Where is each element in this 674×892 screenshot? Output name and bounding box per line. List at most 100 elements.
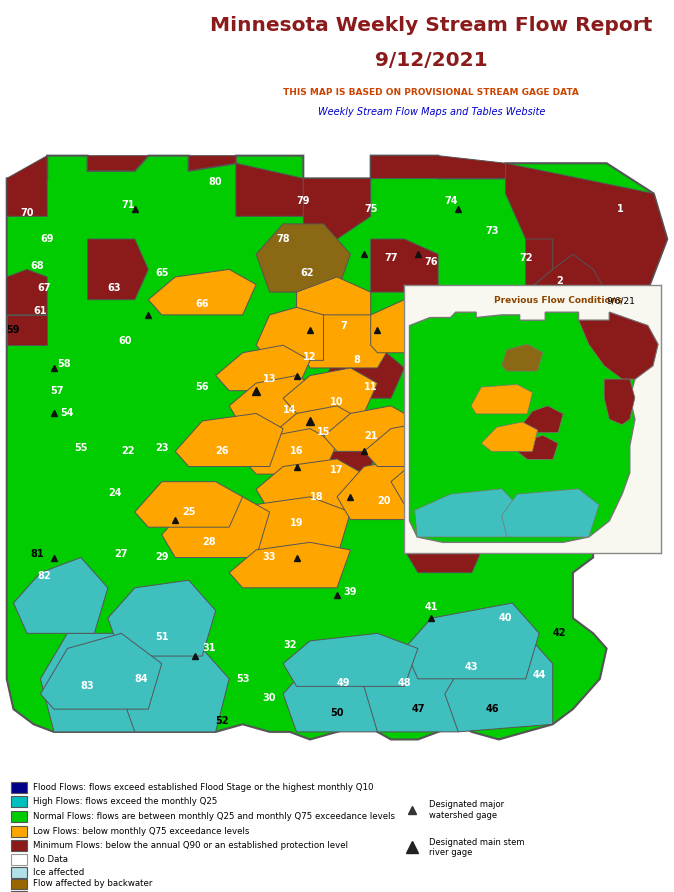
Text: 57: 57	[51, 385, 64, 396]
Text: 49: 49	[337, 678, 350, 688]
Text: Flow affected by backwater: Flow affected by backwater	[33, 880, 152, 888]
Text: 12: 12	[303, 351, 317, 361]
Text: 68: 68	[30, 260, 44, 270]
Polygon shape	[270, 406, 364, 451]
Polygon shape	[236, 163, 303, 216]
Polygon shape	[243, 429, 337, 475]
Text: Weekly Stream Flow Maps and Tables Website: Weekly Stream Flow Maps and Tables Websi…	[317, 107, 545, 117]
Polygon shape	[517, 435, 558, 459]
Text: 35: 35	[465, 375, 479, 384]
Polygon shape	[404, 512, 485, 573]
Bar	[11, 879, 27, 889]
Polygon shape	[13, 558, 108, 633]
Text: 38: 38	[438, 537, 452, 548]
Polygon shape	[7, 269, 47, 315]
Text: 82: 82	[37, 572, 51, 582]
Text: 60: 60	[118, 336, 131, 346]
Text: 15: 15	[317, 427, 330, 437]
Polygon shape	[229, 542, 350, 588]
Polygon shape	[324, 406, 418, 451]
Text: 27: 27	[115, 549, 128, 558]
Polygon shape	[162, 497, 270, 558]
Polygon shape	[108, 580, 216, 657]
Text: 74: 74	[445, 196, 458, 206]
Text: 30: 30	[263, 693, 276, 703]
Polygon shape	[364, 421, 458, 467]
Polygon shape	[391, 451, 485, 505]
Polygon shape	[229, 376, 324, 429]
Text: 1: 1	[617, 203, 623, 214]
Text: Minnesota Weekly Stream Flow Report: Minnesota Weekly Stream Flow Report	[210, 16, 652, 35]
Text: 84: 84	[135, 673, 148, 684]
Text: 9: 9	[421, 348, 428, 358]
Text: 55: 55	[74, 442, 88, 452]
Text: 11: 11	[364, 382, 377, 392]
Polygon shape	[431, 330, 526, 391]
Text: 53: 53	[236, 673, 249, 684]
Text: 48: 48	[398, 678, 411, 688]
Text: Ice affected: Ice affected	[33, 868, 84, 877]
Text: 76: 76	[425, 257, 438, 267]
Polygon shape	[471, 384, 532, 414]
Polygon shape	[283, 648, 377, 731]
Text: 20: 20	[377, 496, 391, 506]
Text: 17: 17	[330, 466, 344, 475]
Bar	[11, 827, 27, 837]
Text: 24: 24	[108, 488, 121, 498]
Text: 58: 58	[57, 359, 71, 369]
Text: 32: 32	[283, 640, 297, 649]
Polygon shape	[526, 254, 607, 293]
Text: 13: 13	[263, 375, 276, 384]
Polygon shape	[501, 489, 599, 537]
Text: 78: 78	[276, 234, 290, 244]
Text: 70: 70	[20, 208, 34, 218]
Polygon shape	[256, 458, 364, 512]
Polygon shape	[303, 178, 371, 239]
Polygon shape	[283, 368, 377, 414]
Text: 54: 54	[61, 409, 74, 418]
Polygon shape	[7, 155, 667, 739]
Text: 65: 65	[155, 268, 168, 278]
Polygon shape	[229, 497, 350, 558]
Polygon shape	[283, 633, 418, 687]
Text: 4: 4	[536, 291, 543, 301]
Text: 10: 10	[330, 397, 344, 407]
Polygon shape	[256, 307, 324, 360]
Polygon shape	[415, 489, 517, 537]
Text: 9/6/21: 9/6/21	[606, 296, 635, 305]
Text: 81: 81	[30, 549, 44, 558]
Polygon shape	[297, 315, 391, 368]
Text: 37: 37	[431, 476, 445, 487]
Text: High Flows: flows exceed the monthly Q25: High Flows: flows exceed the monthly Q25	[33, 797, 218, 806]
Bar	[11, 812, 27, 822]
Polygon shape	[189, 155, 236, 171]
Text: 63: 63	[108, 284, 121, 293]
Text: 18: 18	[310, 491, 324, 502]
Text: 52: 52	[216, 715, 229, 725]
Text: THIS MAP IS BASED ON PROVISIONAL STREAM GAGE DATA: THIS MAP IS BASED ON PROVISIONAL STREAM …	[284, 87, 579, 96]
Text: Previous Flow Conditions: Previous Flow Conditions	[494, 296, 623, 305]
Text: 5: 5	[489, 359, 495, 369]
Polygon shape	[438, 293, 553, 443]
Text: 43: 43	[465, 663, 479, 673]
Text: 2: 2	[556, 276, 563, 285]
Polygon shape	[404, 603, 539, 679]
Polygon shape	[371, 239, 438, 293]
Text: 22: 22	[121, 446, 135, 457]
Polygon shape	[410, 312, 658, 542]
Bar	[11, 840, 27, 851]
Text: 83: 83	[81, 681, 94, 691]
Text: 39: 39	[344, 587, 357, 597]
Polygon shape	[481, 422, 538, 451]
Polygon shape	[88, 155, 148, 171]
Text: No Data: No Data	[33, 855, 68, 864]
Text: 62: 62	[300, 268, 313, 278]
Polygon shape	[506, 163, 667, 307]
Text: Normal Flows: flows are between monthly Q25 and monthly Q75 exceedance levels: Normal Flows: flows are between monthly …	[33, 812, 395, 822]
Text: 23: 23	[155, 442, 168, 452]
Polygon shape	[40, 633, 148, 731]
Text: 26: 26	[216, 446, 229, 457]
Text: 79: 79	[297, 196, 310, 206]
Polygon shape	[40, 633, 162, 709]
Text: 19: 19	[290, 518, 303, 528]
